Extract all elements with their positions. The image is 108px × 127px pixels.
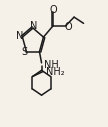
- Text: O: O: [64, 22, 72, 32]
- Text: N: N: [30, 21, 37, 31]
- Text: N: N: [16, 31, 24, 42]
- Text: NH₂: NH₂: [46, 67, 65, 77]
- Text: O: O: [49, 5, 57, 15]
- Text: NH: NH: [44, 60, 59, 70]
- Text: S: S: [21, 47, 27, 57]
